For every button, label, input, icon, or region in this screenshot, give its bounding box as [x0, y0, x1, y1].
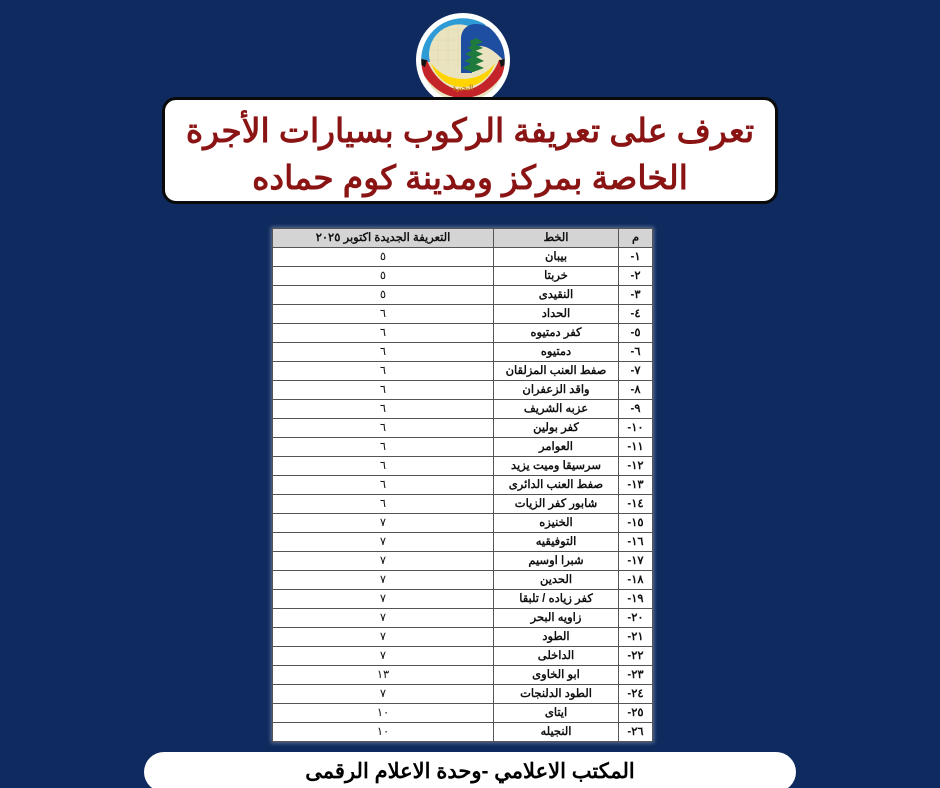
svg-text:البحيرة: البحيرة [453, 84, 473, 92]
